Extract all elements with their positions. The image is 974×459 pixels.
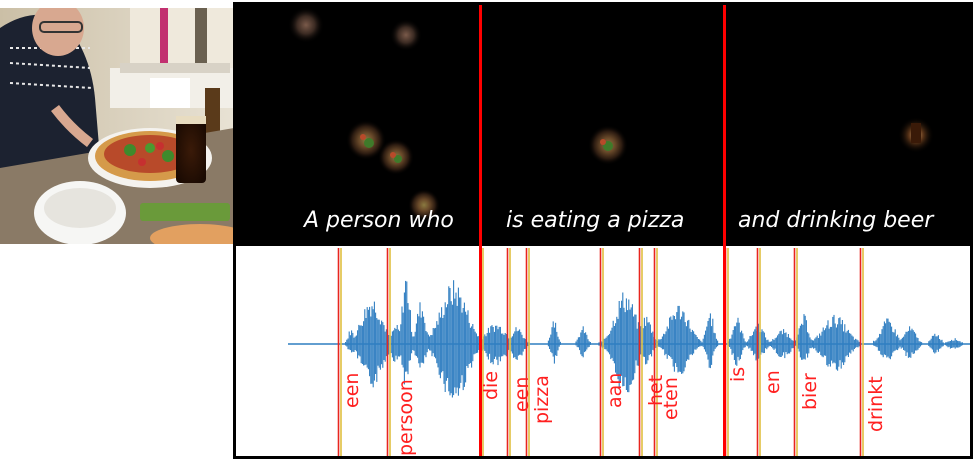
- word-label-4: pizza: [531, 375, 553, 424]
- segment-boundary: [723, 5, 726, 456]
- caption-segment-3: and drinking beer: [738, 208, 934, 233]
- word-label-1: persoon: [395, 379, 417, 456]
- word-label-6: het: [645, 375, 667, 406]
- caption-segment-2: is eating a pizza: [506, 208, 685, 233]
- word-label-10: bier: [799, 373, 821, 410]
- word-label-11: drinkt: [865, 376, 887, 432]
- segment-boundary: [479, 5, 482, 456]
- attention-visualization-panel: A person who is eating a pizza and drink…: [233, 2, 973, 459]
- caption-segment-1: A person who: [304, 208, 454, 233]
- attention-blob: [408, 189, 440, 221]
- word-label-2: die: [480, 371, 502, 400]
- restaurant-photo: [0, 8, 234, 244]
- word-label-3: een: [511, 377, 533, 412]
- speech-waveform: [288, 280, 970, 398]
- word-label-9: en: [762, 370, 784, 394]
- attention-blob: [288, 7, 324, 43]
- word-label-7: eten: [660, 377, 682, 420]
- word-label-0: een: [341, 373, 363, 408]
- attention-blob: [390, 19, 422, 51]
- word-label-8: is: [727, 367, 749, 382]
- word-label-5: aan: [604, 373, 626, 408]
- visual-attention-maps: [236, 5, 970, 246]
